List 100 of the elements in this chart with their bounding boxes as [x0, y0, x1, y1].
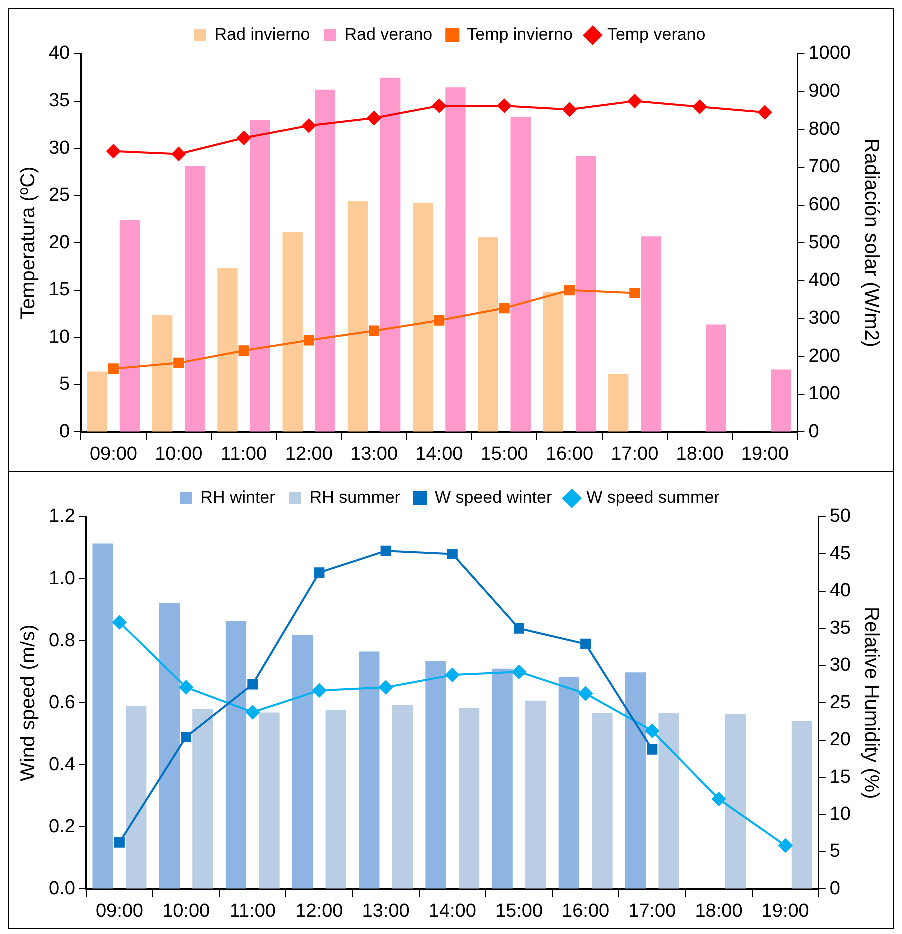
bar [478, 237, 498, 432]
y2-axis-title: Radiación solar (W/m2) [860, 138, 882, 348]
x-tick-label: 09:00 [96, 900, 144, 922]
point [447, 548, 458, 560]
bar [426, 661, 446, 889]
y-axis-title: Temperatura (ºC) [18, 166, 40, 320]
y-tick-label: 0.8 [48, 630, 76, 652]
y-tick-label: 1.2 [48, 506, 76, 528]
x-tick-label: 10:00 [155, 444, 203, 465]
x-tick-label: 19:00 [741, 444, 789, 465]
bar [592, 714, 613, 889]
y-tick-label: 0.4 [48, 754, 76, 776]
x-tick-label: 14:00 [416, 444, 464, 465]
point [432, 99, 446, 114]
bar [492, 668, 513, 889]
bar [326, 710, 346, 889]
x-tick-label: 12:00 [285, 444, 333, 465]
point [181, 732, 192, 742]
point [434, 315, 445, 326]
point [498, 99, 512, 114]
bar [282, 232, 303, 432]
point [367, 111, 382, 126]
point [312, 684, 326, 698]
point [647, 744, 658, 755]
y2-tick-label: 20 [830, 730, 852, 751]
point [564, 285, 575, 296]
x-tick-label: 10:00 [162, 900, 210, 922]
point [114, 837, 125, 848]
x-tick-label: 18:00 [695, 900, 743, 922]
bar [608, 374, 629, 432]
y2-tick-label: 25 [830, 692, 852, 714]
legend-label: W speed summer [586, 488, 720, 508]
legend-label: RH summer [310, 488, 401, 508]
bar [576, 156, 596, 432]
x-tick-label: 18:00 [676, 444, 724, 465]
y2-tick-label: 600 [808, 194, 840, 216]
bar [526, 700, 546, 889]
y2-tick-label: 15 [830, 766, 852, 788]
y2-tick-label: 50 [830, 506, 852, 528]
bar [510, 117, 531, 432]
bar [413, 203, 434, 432]
point [693, 100, 708, 114]
point [108, 364, 119, 374]
point [238, 346, 250, 356]
x-tick-label: 13:00 [362, 900, 410, 922]
y2-tick-label: 800 [808, 118, 840, 140]
bar [558, 677, 580, 889]
point [446, 668, 460, 682]
y-tick-label: 0 [60, 421, 70, 442]
bar [292, 635, 314, 889]
bar [706, 324, 726, 432]
y2-tick-label: 300 [808, 308, 840, 329]
point [630, 288, 640, 298]
x-tick-label: 16:00 [562, 900, 610, 922]
y2-tick-label: 0 [808, 421, 820, 442]
bar [348, 201, 368, 432]
bar [446, 88, 466, 432]
point [580, 638, 592, 650]
point [562, 102, 577, 117]
y-tick-label: 40 [48, 43, 70, 64]
y2-axis-title: Relative Humidity (%) [860, 606, 882, 800]
x-tick-label: 15:00 [480, 444, 528, 465]
x-tick-label: 15:00 [495, 900, 543, 922]
point [179, 680, 194, 695]
bar [218, 268, 238, 432]
legend-label: Temp invierno [467, 25, 573, 44]
bar [226, 621, 247, 889]
point [379, 680, 394, 695]
y2-tick-label: 700 [808, 156, 840, 178]
y2-tick-label: 10 [830, 804, 852, 825]
bar [315, 90, 336, 432]
point [380, 546, 392, 556]
bar [152, 315, 173, 432]
x-tick-label: 17:00 [628, 900, 676, 922]
point [302, 118, 316, 133]
x-tick-label: 17:00 [611, 444, 659, 465]
y-tick-label: 15 [48, 280, 70, 301]
point [174, 358, 184, 368]
y2-tick-label: 30 [830, 655, 852, 676]
x-tick-label: 09:00 [90, 444, 138, 465]
bar [458, 708, 480, 889]
legend-label: W speed winter [434, 488, 552, 508]
point [512, 665, 526, 680]
bar [543, 292, 564, 432]
y-tick-label: 20 [48, 232, 70, 254]
y-tick-label: 5 [60, 374, 70, 396]
bar [725, 714, 746, 889]
point [499, 303, 510, 314]
point [712, 792, 726, 806]
y-tick-label: 25 [48, 185, 70, 206]
point [172, 147, 186, 162]
x-tick-label: 19:00 [762, 900, 810, 922]
legend-label: Rad invierno [214, 25, 310, 44]
x-tick-label: 14:00 [428, 900, 476, 922]
x-tick-label: 11:00 [230, 900, 276, 922]
point [248, 679, 258, 690]
bar [380, 78, 401, 432]
y2-tick-label: 400 [808, 270, 840, 292]
bar [359, 652, 380, 889]
y-tick-label: 35 [48, 90, 70, 112]
